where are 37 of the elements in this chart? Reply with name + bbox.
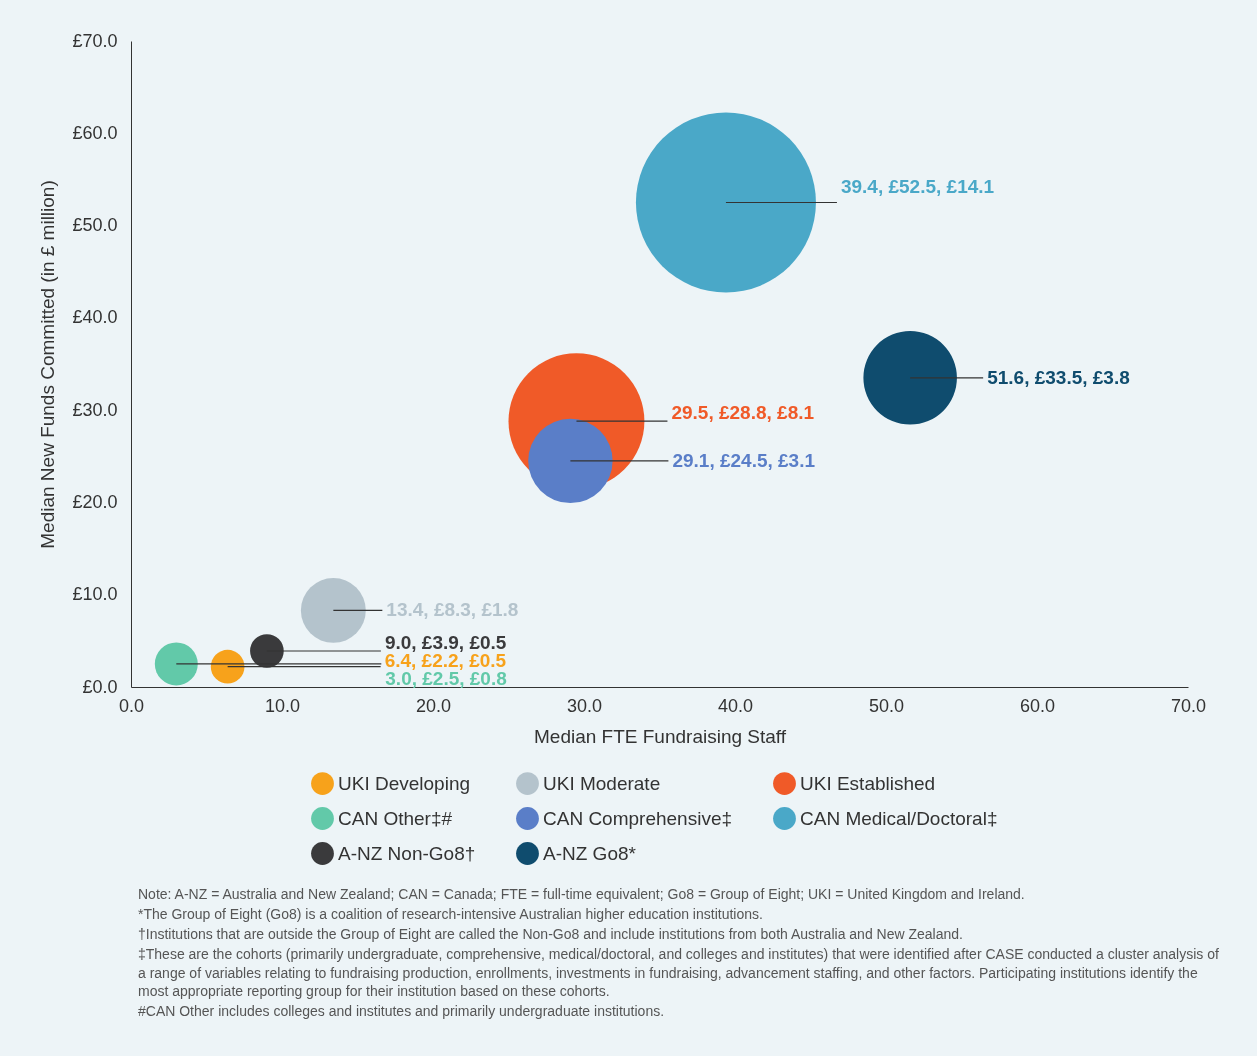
- x-tick-label: 20.0: [415, 695, 452, 716]
- legend-label: UKI Established: [800, 772, 936, 794]
- y-tick-label: £40.0: [72, 307, 118, 328]
- text: #CAN Other includes colleges and institutes and primarily undergraduate institutions.: [138, 1002, 666, 1022]
- legend-label: CAN Medical/Doctoral‡: [800, 807, 998, 829]
- x-tick-label: 60.0: [1019, 695, 1056, 716]
- y-tick-label: £50.0: [72, 215, 118, 236]
- x-tick-label: 30.0: [566, 695, 603, 716]
- x-tick-label: 40.0: [717, 695, 754, 716]
- y-tick-label: £30.0: [72, 399, 118, 420]
- legend-label: A-NZ Go8*: [543, 842, 637, 864]
- legend-label: UKI Developing: [338, 772, 471, 794]
- data-label: 29.1, £24.5, £3.1: [672, 449, 816, 471]
- legend-label: UKI Moderate: [543, 772, 661, 794]
- x-tick-label: 50.0: [868, 695, 905, 716]
- data-label: 9.0, £3.9, £0.5: [384, 632, 507, 654]
- y-tick-label: £20.0: [72, 491, 118, 512]
- x-tick-label: 70.0: [1170, 695, 1207, 716]
- data-label: 13.4, £8.3, £1.8: [386, 599, 519, 621]
- y-axis-title: Median New Funds Committed (in £ million): [37, 180, 59, 549]
- y-tick-label: £70.0: [72, 30, 118, 51]
- y-tick-label: £60.0: [72, 122, 118, 143]
- x-tick-label: 10.0: [264, 695, 301, 716]
- data-label: 51.6, £33.5, £3.8: [987, 366, 1130, 388]
- legend-label: A-NZ Non-Go8†: [338, 842, 476, 864]
- text: †Institutions that are outside the Group of Eight are called the Non-Go8 and include institutions from both Australia and New Zealand.: [138, 924, 964, 944]
- y-tick-label: £10.0: [72, 584, 118, 605]
- x-axis-title: Median FTE Fundraising Staff: [533, 725, 787, 747]
- data-label: 29.5, £28.8, £8.1: [671, 402, 815, 424]
- legend-label: CAN Comprehensive‡: [543, 807, 733, 829]
- legend-label: CAN Other‡#: [338, 807, 453, 829]
- data-label: 39.4, £52.5, £14.1: [840, 175, 995, 197]
- text: *The Group of Eight (Go8) is a coalition of research-intensive Australian higher education institutions.: [138, 904, 764, 924]
- x-tick-label: 0.0: [118, 695, 145, 716]
- text: ‡These are the cohorts (primarily undergraduate, comprehensive, medical/doctoral, and colleges and institutes) that were identified after CASE conducted a cluster analysis of a range of variables relating to fundraising production, enrollments, investments in fundraising, advancement staffing, and other factors. Participating institutions identify the most appropriate reporting group for their institution based on these cohorts.: [138, 944, 1220, 1002]
- y-tick-label: £0.0: [82, 676, 118, 697]
- text: Note: A-NZ = Australia and New Zealand; CAN = Canada; FTE = full-time equivalent; Go8 = Group of Eight; UKI = United Kingdom and Ireland.: [138, 885, 1026, 904]
